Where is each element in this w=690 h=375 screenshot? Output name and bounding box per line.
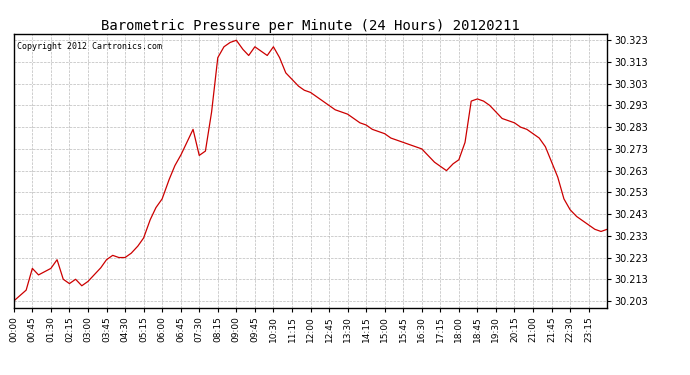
Text: Copyright 2012 Cartronics.com: Copyright 2012 Cartronics.com (17, 42, 161, 51)
Title: Barometric Pressure per Minute (24 Hours) 20120211: Barometric Pressure per Minute (24 Hours… (101, 19, 520, 33)
